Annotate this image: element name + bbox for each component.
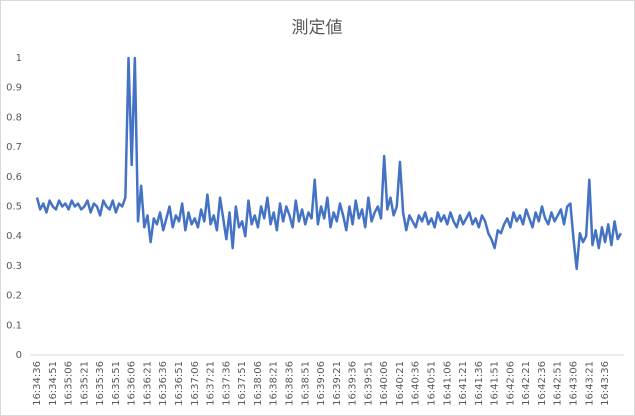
x-tick-label: 16:39:06 <box>316 361 327 406</box>
x-tick-label: 16:34:51 <box>48 361 59 406</box>
x-tick-label: 16:38:36 <box>284 361 295 406</box>
x-tick-label: 16:39:21 <box>332 361 343 406</box>
x-tick-label: 16:36:51 <box>174 361 185 406</box>
x-tick-label: 16:43:21 <box>584 361 595 406</box>
y-tick-label: 0.2 <box>6 291 22 302</box>
x-tick-label: 16:40:36 <box>411 361 422 406</box>
x-tick-label: 16:42:06 <box>505 361 516 406</box>
x-tick-label: 16:36:36 <box>158 361 169 406</box>
x-tick-label: 16:41:06 <box>442 361 453 406</box>
y-tick-label: 0.3 <box>6 261 22 272</box>
x-tick-label: 16:41:51 <box>490 361 501 406</box>
x-tick-label: 16:37:21 <box>206 361 217 406</box>
y-tick-label: 0 <box>16 350 22 361</box>
y-tick-label: 0.9 <box>6 83 22 94</box>
x-tick-label: 16:40:51 <box>427 361 438 406</box>
x-tick-label: 16:35:21 <box>79 361 90 406</box>
x-tick-label: 16:39:51 <box>363 361 374 406</box>
x-tick-label: 16:42:51 <box>553 361 564 406</box>
x-tick-label: 16:40:06 <box>379 361 390 406</box>
x-tick-label: 16:36:06 <box>127 361 138 406</box>
chart-title: 測定値 <box>292 18 343 38</box>
x-tick-label: 16:34:36 <box>32 361 43 406</box>
x-tick-label: 16:41:36 <box>474 361 485 406</box>
x-tick-label: 16:43:36 <box>600 361 611 406</box>
y-tick-label: 0.5 <box>6 202 22 213</box>
x-tick-label: 16:39:36 <box>348 361 359 406</box>
y-tick-label: 1 <box>16 53 22 64</box>
x-tick-label: 16:38:21 <box>269 361 280 406</box>
y-tick-label: 0.8 <box>6 112 22 123</box>
x-tick-label: 16:35:06 <box>64 361 75 406</box>
x-tick-label: 16:36:21 <box>142 361 153 406</box>
y-tick-label: 0.4 <box>6 231 22 242</box>
y-tick-label: 0.1 <box>6 320 22 331</box>
data-line <box>35 56 622 271</box>
x-tick-label: 16:41:21 <box>458 361 469 406</box>
y-tick-label: 0.6 <box>6 172 22 183</box>
x-tick-label: 16:37:36 <box>221 361 232 406</box>
x-tick-label: 16:37:51 <box>237 361 248 406</box>
y-tick-label: 0.7 <box>6 142 22 153</box>
x-tick-label: 16:42:36 <box>537 361 548 406</box>
x-tick-label: 16:37:06 <box>190 361 201 406</box>
x-tick-label: 16:42:21 <box>521 361 532 406</box>
x-tick-label: 16:40:21 <box>395 361 406 406</box>
x-tick-label: 16:35:51 <box>111 361 122 406</box>
x-tick-label: 16:38:51 <box>300 361 311 406</box>
x-tick-label: 16:38:06 <box>253 361 264 406</box>
x-tick-label: 16:35:36 <box>95 361 106 406</box>
x-tick-label: 16:43:06 <box>569 361 580 406</box>
